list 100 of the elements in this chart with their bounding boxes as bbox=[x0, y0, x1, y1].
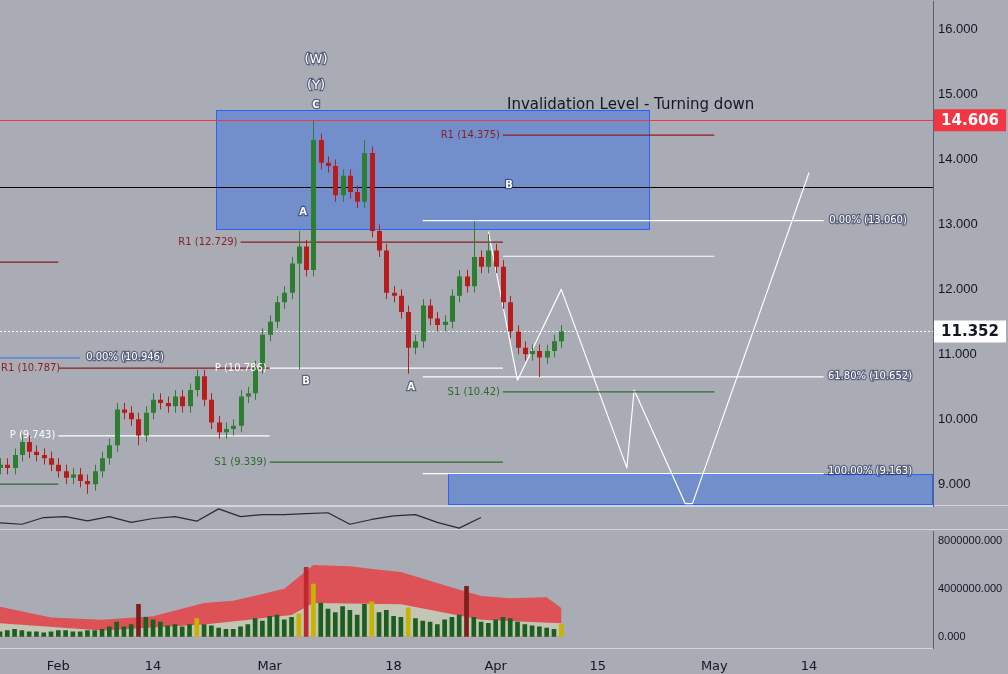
bar bbox=[216, 627, 221, 637]
bar bbox=[311, 583, 316, 637]
series-label: P (9.743) bbox=[9, 429, 56, 441]
bar bbox=[77, 631, 83, 637]
bar bbox=[114, 621, 119, 637]
bar bbox=[420, 620, 426, 637]
candlestick bbox=[282, 285, 287, 310]
y-tick-label: 12.000 bbox=[938, 280, 978, 296]
candlestick bbox=[188, 383, 193, 414]
bar bbox=[522, 624, 528, 637]
bar bbox=[362, 603, 367, 637]
candlestick bbox=[151, 392, 156, 420]
bar bbox=[405, 607, 411, 637]
y-tick-label: 11.000 bbox=[938, 345, 977, 361]
bar bbox=[34, 631, 39, 637]
candlestick bbox=[13, 447, 18, 475]
ref-line-label: 11.352 bbox=[941, 322, 999, 341]
candlestick bbox=[435, 311, 440, 333]
x-tick-label: 14 bbox=[144, 657, 162, 673]
y-tick-label: 9.000 bbox=[938, 475, 971, 491]
y-tick-label: 4000000.000 bbox=[938, 581, 1003, 594]
x-tick-label: Feb bbox=[46, 657, 70, 673]
candlestick bbox=[545, 344, 550, 365]
bar bbox=[26, 631, 32, 637]
annotation: 61.80% (10.652) bbox=[827, 369, 913, 381]
text: Invalidation Level - Turning down bbox=[507, 95, 755, 113]
series-label: R1 (10.787) bbox=[0, 361, 61, 373]
bar bbox=[267, 615, 273, 637]
bar bbox=[544, 627, 550, 637]
candlestick bbox=[516, 324, 521, 355]
bar bbox=[238, 626, 243, 637]
bar bbox=[281, 619, 287, 637]
candlestick bbox=[275, 295, 280, 329]
candlestick bbox=[341, 168, 346, 203]
candlestick bbox=[355, 185, 360, 209]
candlestick bbox=[559, 324, 564, 349]
bar bbox=[340, 606, 345, 637]
candlestick bbox=[100, 451, 105, 479]
bar bbox=[332, 612, 338, 637]
bar bbox=[456, 614, 462, 637]
bar bbox=[165, 625, 170, 637]
bar bbox=[55, 630, 61, 637]
bar bbox=[41, 632, 47, 637]
annotation: (W) bbox=[304, 51, 328, 67]
bar bbox=[435, 624, 440, 637]
candlestick bbox=[217, 415, 222, 440]
y-tick-label: 8000000.000 bbox=[938, 534, 1003, 547]
bar bbox=[128, 624, 134, 637]
annotation: 0.00% (13.060) bbox=[829, 213, 907, 225]
candlestick bbox=[209, 392, 214, 430]
bar bbox=[63, 630, 68, 637]
annotation: B bbox=[302, 374, 310, 386]
bar bbox=[12, 629, 17, 637]
bar bbox=[70, 631, 76, 637]
candlestick bbox=[319, 133, 324, 170]
bar bbox=[529, 625, 535, 637]
bar bbox=[245, 624, 251, 637]
bar bbox=[486, 623, 491, 637]
bar bbox=[493, 619, 498, 637]
bar bbox=[143, 617, 149, 637]
candlestick bbox=[552, 334, 557, 359]
y-tick-label: 14.000 bbox=[938, 151, 978, 167]
bar bbox=[107, 626, 112, 637]
candlestick bbox=[377, 223, 382, 258]
candlestick bbox=[93, 464, 98, 492]
annotation: (Y) bbox=[306, 77, 326, 93]
candlestick bbox=[479, 249, 484, 274]
candlestick bbox=[56, 457, 61, 479]
x-tick-label: Mar bbox=[257, 657, 283, 673]
candlestick bbox=[494, 243, 499, 274]
annotation: C bbox=[312, 98, 320, 110]
candlestick bbox=[49, 451, 54, 472]
candlestick bbox=[107, 438, 112, 466]
annotation: A bbox=[299, 205, 308, 217]
series-label: R1 (14.375) bbox=[440, 128, 501, 140]
bar bbox=[413, 618, 418, 637]
candlestick bbox=[486, 233, 491, 274]
candlestick bbox=[180, 389, 185, 414]
candlestick bbox=[268, 314, 273, 342]
bar bbox=[209, 625, 214, 637]
candlestick bbox=[173, 389, 178, 414]
candlestick bbox=[144, 405, 149, 443]
y-tick-label: 10.000 bbox=[938, 410, 978, 426]
candlestick bbox=[457, 269, 462, 303]
candlestick bbox=[537, 344, 542, 378]
candlestick bbox=[413, 334, 418, 355]
candlestick bbox=[136, 412, 141, 446]
ref-line-label: 14.606 bbox=[941, 111, 999, 130]
bar bbox=[158, 621, 163, 637]
series-label: S1 (9.339) bbox=[214, 455, 267, 467]
bar bbox=[442, 619, 447, 637]
candlestick bbox=[85, 473, 90, 495]
bar bbox=[4, 630, 10, 637]
bar bbox=[92, 630, 98, 637]
annotation: 0.00% (10.946) bbox=[86, 350, 164, 362]
bar bbox=[179, 626, 185, 637]
annotation: B bbox=[505, 178, 513, 190]
x-tick-label: 18 bbox=[385, 657, 402, 673]
candlestick bbox=[297, 230, 302, 370]
bar bbox=[537, 626, 542, 637]
